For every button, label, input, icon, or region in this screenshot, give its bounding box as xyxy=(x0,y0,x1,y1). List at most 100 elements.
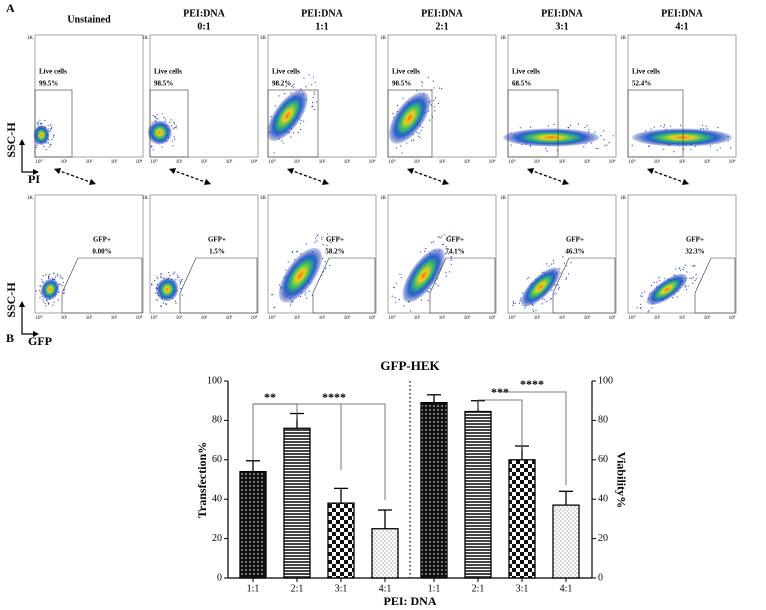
event-dot xyxy=(562,256,564,258)
event-dot xyxy=(583,146,585,148)
event-dot xyxy=(274,105,276,107)
event-dot xyxy=(159,276,162,278)
density-cloud xyxy=(503,128,600,147)
event-dot xyxy=(314,237,317,240)
x-tick-label: 10³ xyxy=(584,159,591,165)
event-dot xyxy=(553,123,555,126)
x-tick-label: 10³ xyxy=(111,159,118,165)
bar xyxy=(283,427,311,579)
density-cloud xyxy=(33,125,50,146)
event-dot xyxy=(514,302,516,304)
x-tick-label: 10⁴ xyxy=(489,315,496,321)
event-dot xyxy=(569,124,572,126)
event-dot xyxy=(163,116,165,119)
x-tick-label: 10¹ xyxy=(414,315,421,321)
event-dot xyxy=(675,268,677,270)
x-tick-label: 1:1 xyxy=(428,583,441,594)
y-tick-label: 40 xyxy=(212,493,222,504)
event-dot xyxy=(644,130,646,132)
event-dot xyxy=(691,277,693,280)
event-dot xyxy=(421,126,424,129)
event-dot xyxy=(175,302,177,305)
event-dot xyxy=(396,104,399,106)
event-dot xyxy=(706,128,708,130)
x-tick-label: 10⁰ xyxy=(268,159,275,165)
x-tick-label: 10³ xyxy=(704,315,711,321)
y-tick-label: 60 xyxy=(212,454,222,465)
x-tick-label: 10¹ xyxy=(61,159,68,165)
event-dot xyxy=(292,250,294,253)
gate-label: Live cells xyxy=(632,68,660,76)
gate-value: 68.5% xyxy=(512,80,531,88)
event-dot xyxy=(551,289,553,291)
event-dot xyxy=(155,117,157,119)
event-dot xyxy=(321,258,324,260)
event-dot xyxy=(640,303,642,305)
significance-bracket xyxy=(477,399,523,450)
event-dot xyxy=(546,300,548,303)
event-dot xyxy=(450,259,452,261)
event-dot xyxy=(48,275,50,277)
event-dot xyxy=(542,298,544,300)
event-dot xyxy=(273,152,275,154)
gate xyxy=(552,257,616,314)
event-dot xyxy=(401,152,403,154)
event-dot xyxy=(670,125,672,127)
gate xyxy=(61,257,143,314)
event-dot xyxy=(439,236,441,238)
event-dot xyxy=(391,295,393,297)
event-dot xyxy=(594,131,596,133)
event-dot xyxy=(529,126,532,128)
significance-bracket xyxy=(500,391,567,485)
event-dot xyxy=(682,268,684,271)
y-tick-label: 1K xyxy=(500,36,507,41)
event-dot xyxy=(656,281,658,283)
y-tick-label: 20 xyxy=(212,533,222,544)
flow-plot: 1K 10⁰ 10¹ 10² 10³ 10⁴ GFP+ 46.3% xyxy=(500,194,617,321)
event-dot xyxy=(42,299,44,301)
x-tick-label: 10² xyxy=(201,159,208,165)
gate-value: 32.3% xyxy=(685,248,704,256)
axis-label: SSC-H xyxy=(4,282,18,318)
significance-label: **** xyxy=(322,390,346,404)
event-dot xyxy=(151,121,153,124)
event-dot xyxy=(577,123,580,125)
event-dot xyxy=(631,144,633,146)
flow-plot: 1K 10⁰ 10¹ 10² 10³ 10⁴ GFP+ 32.3% xyxy=(620,194,737,321)
event-dot xyxy=(56,275,58,277)
event-dot xyxy=(60,276,62,278)
event-dot xyxy=(433,106,436,108)
event-dot xyxy=(305,243,307,245)
event-dot xyxy=(285,85,287,88)
event-dot xyxy=(603,138,605,141)
event-dot xyxy=(526,278,528,280)
gate xyxy=(694,257,736,314)
event-dot xyxy=(314,81,316,83)
event-dot xyxy=(291,85,293,88)
flow-plot: 1K 10⁰ 10¹ 10² 10³ 10⁴ Live cells 52.4% xyxy=(620,34,737,165)
x-tick-label: 10⁰ xyxy=(388,159,395,165)
x-tick-label: 10⁴ xyxy=(369,159,376,165)
event-dot xyxy=(305,291,307,293)
event-dot xyxy=(322,243,324,246)
event-dot xyxy=(36,144,38,146)
event-dot xyxy=(547,125,549,127)
event-dot xyxy=(37,121,39,123)
x-tick-label: 10³ xyxy=(226,315,233,321)
event-dot xyxy=(163,277,165,279)
event-dot xyxy=(395,147,398,149)
event-dot xyxy=(169,274,171,277)
y-tick-label: 1K xyxy=(380,36,387,41)
x-tick-label: 10⁴ xyxy=(729,315,736,321)
event-dot xyxy=(553,262,555,264)
event-dot xyxy=(684,264,686,266)
event-dot xyxy=(684,286,686,288)
gate-label: GFP+ xyxy=(326,236,344,244)
event-dot xyxy=(47,142,49,144)
flow-plot: 1K 10⁰ 10¹ 10² 10³ 10⁴ Live cells 99.5% xyxy=(27,34,144,165)
event-dot xyxy=(270,116,272,118)
x-tick-label: 10² xyxy=(86,159,93,165)
column-header: 3:1 xyxy=(555,21,568,32)
x-tick-label: 10⁴ xyxy=(609,159,616,165)
